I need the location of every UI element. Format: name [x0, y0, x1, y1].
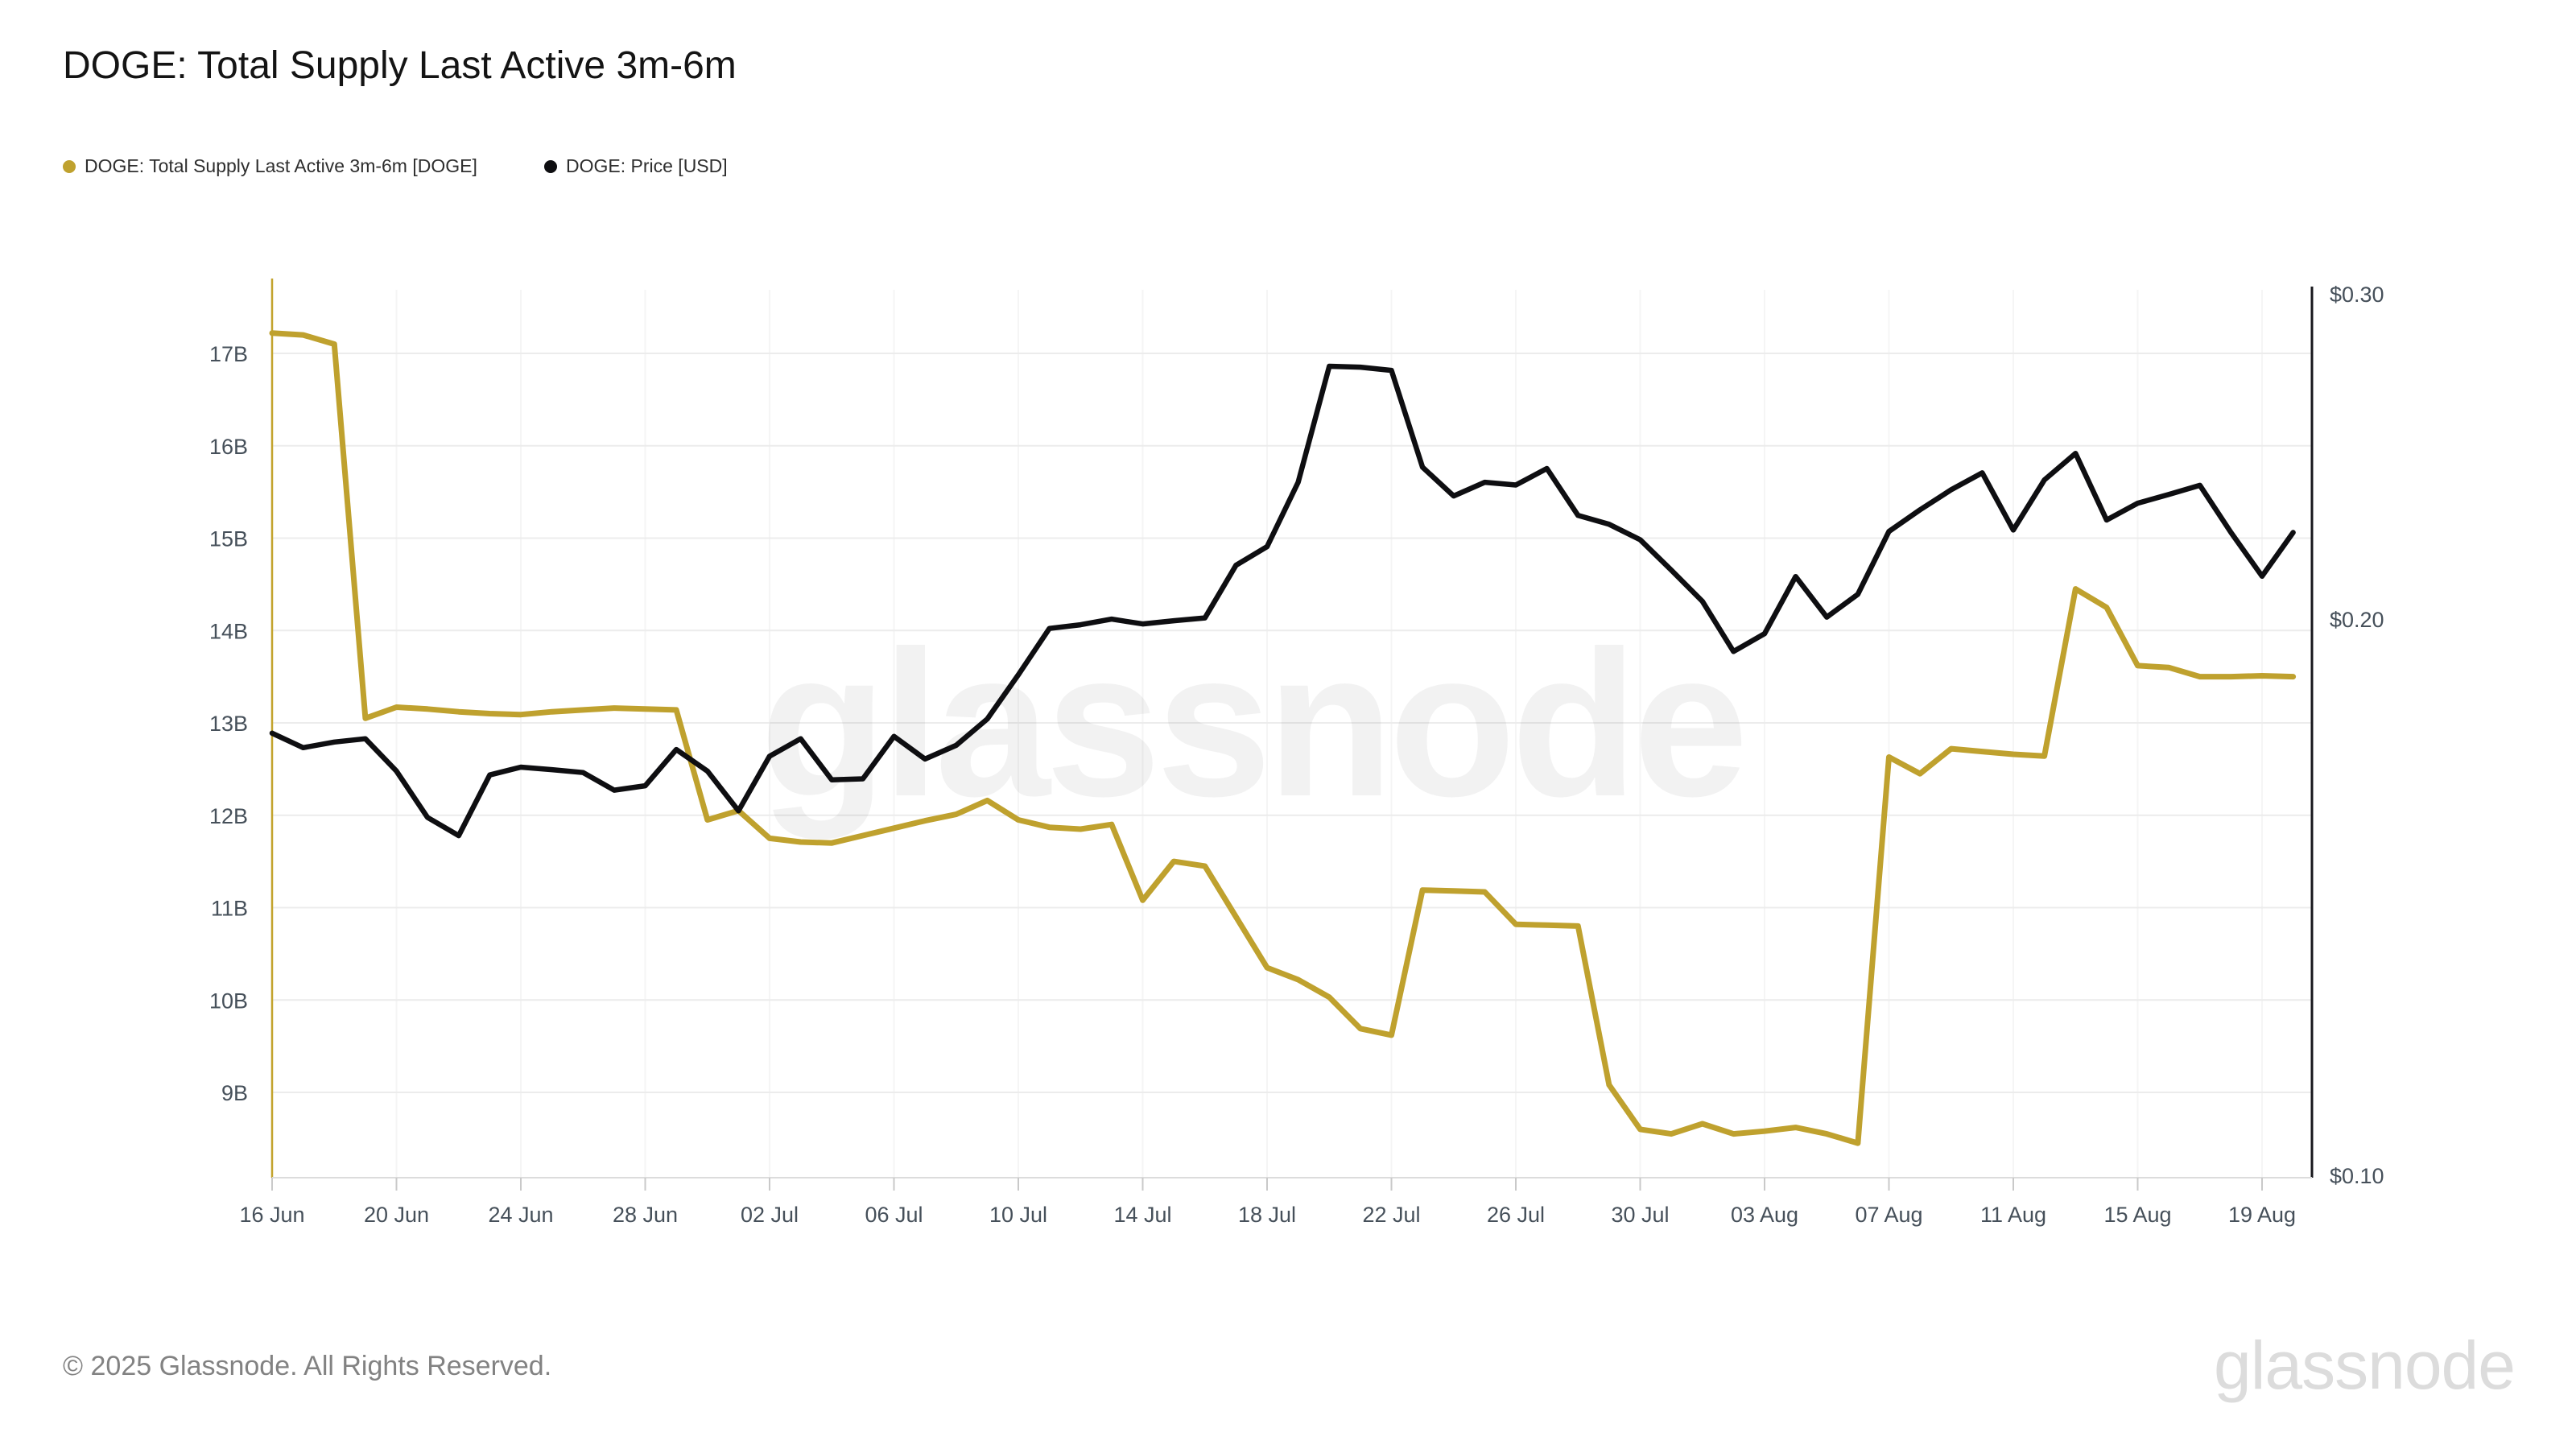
x-axis-tick-label: 11 Aug	[1980, 1203, 2046, 1227]
left-axis-tick-label: 11B	[211, 897, 248, 921]
x-axis-tick-label: 18 Jul	[1238, 1203, 1296, 1227]
supply-series-line	[269, 330, 2297, 1146]
legend-dot-supply-icon	[63, 159, 76, 173]
left-axis-tick-label: 12B	[209, 804, 248, 828]
x-axis-tick-label: 28 Jun	[613, 1203, 678, 1227]
copyright-text: © 2025 Glassnode. All Rights Reserved.	[63, 1351, 552, 1381]
left-axis-labels: 17B 16B 15B 14B 13B 12B 11B 10B 9B	[209, 342, 248, 1105]
left-axis-tick-label: 10B	[209, 989, 248, 1013]
x-axis-tick-label: 03 Aug	[1731, 1203, 1798, 1227]
left-axis-tick-label: 17B	[209, 342, 248, 366]
x-axis-tick-label: 14 Jul	[1113, 1203, 1171, 1227]
legend-item-price[interactable]: DOGE: Price [USD]	[544, 155, 728, 177]
x-axis-tick-label: 22 Jul	[1362, 1203, 1420, 1227]
glassnode-watermark: glassnode	[760, 607, 1744, 840]
right-axis-tick-label: $0.20	[2330, 608, 2384, 632]
x-axis-tick-label: 24 Jun	[488, 1203, 553, 1227]
x-axis-ticks	[271, 1178, 2263, 1191]
price-series-line	[269, 363, 2296, 839]
horizontal-gridlines	[272, 353, 2312, 1093]
legend-dot-price-icon	[544, 159, 557, 173]
left-axis-tick-label: 15B	[209, 527, 248, 551]
x-axis-tick-label: 02 Jul	[741, 1203, 799, 1227]
left-axis-tick-label: 16B	[209, 435, 248, 459]
x-axis-tick-label: 15 Aug	[2103, 1203, 2171, 1227]
x-axis-tick-label: 06 Jul	[865, 1203, 923, 1227]
left-axis-tick-label: 14B	[209, 619, 248, 643]
x-axis-tick-label: 07 Aug	[1855, 1203, 1922, 1227]
x-axis-tick-label: 10 Jul	[989, 1203, 1047, 1227]
right-axis-tick-label: $0.30	[2330, 283, 2384, 307]
vertical-gridlines	[395, 290, 2263, 1178]
glassnode-logo: glassnode	[2214, 1327, 2516, 1403]
left-axis-tick-label: 9B	[221, 1081, 248, 1105]
legend-label-supply: DOGE: Total Supply Last Active 3m-6m [DO…	[85, 155, 477, 176]
x-axis-tick-label: 26 Jul	[1487, 1203, 1545, 1227]
x-axis-labels: 16 Jun 20 Jun 24 Jun 28 Jun 02 Jul 06 Jul 10 J…	[239, 1203, 2296, 1227]
x-axis-tick-label: 19 Aug	[2228, 1203, 2296, 1227]
legend-label-price: DOGE: Price [USD]	[566, 155, 728, 176]
right-axis-labels: $0.30 $0.20 $0.10	[2330, 283, 2384, 1188]
left-axis-tick-label: 13B	[209, 712, 248, 736]
x-axis-tick-label: 20 Jun	[364, 1203, 429, 1227]
x-axis-tick-label: 30 Jul	[1611, 1203, 1669, 1227]
legend-item-supply[interactable]: DOGE: Total Supply Last Active 3m-6m [DO…	[63, 155, 477, 177]
page-title: DOGE: Total Supply Last Active 3m-6m	[63, 44, 737, 87]
x-axis-tick-label: 16 Jun	[239, 1203, 304, 1227]
right-axis-tick-label: $0.10	[2330, 1164, 2384, 1188]
